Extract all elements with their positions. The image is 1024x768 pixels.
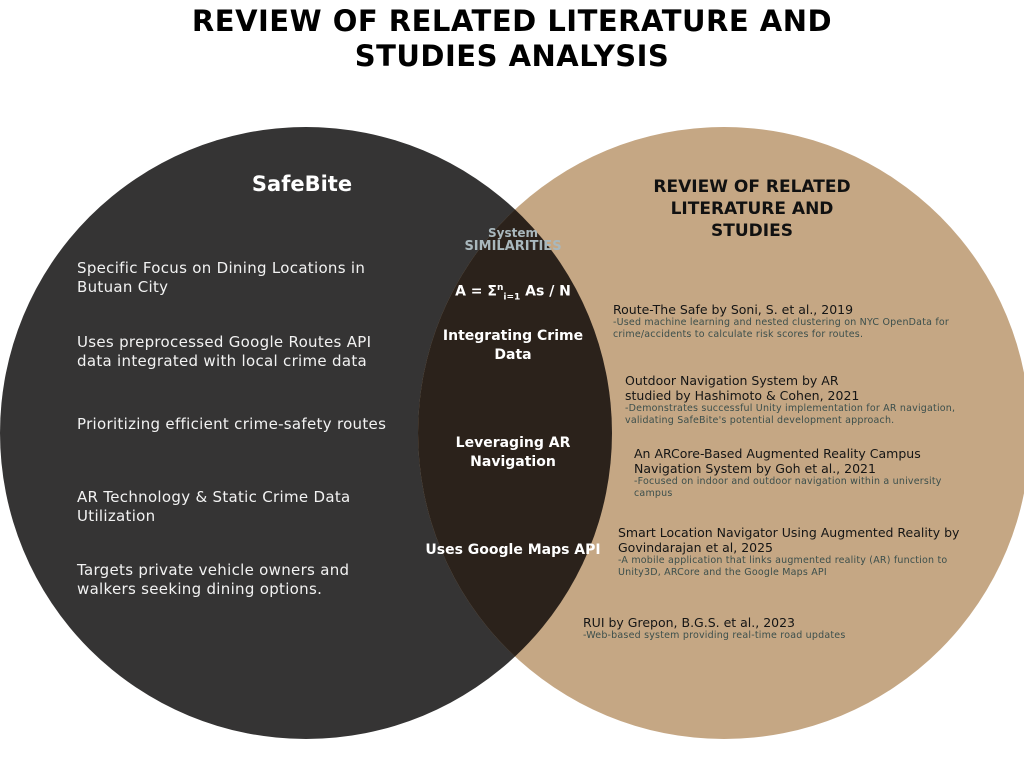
literature-heading: An ARCore-Based Augmented Reality Campus… [634,446,921,476]
safebite-item: Targets private vehicle owners and walke… [77,561,350,598]
diagram-title-line-2: STUDIES ANALYSIS [354,39,670,73]
literature-heading: Smart Location Navigator Using Augmented… [618,525,960,555]
literature-title: REVIEW OF RELATED LITERATURE AND STUDIES [653,177,851,241]
safebite-item: Prioritizing efficient crime-safety rout… [77,415,387,433]
similarity-formula: A = Σni=1 As / N [420,283,606,302]
safebite-item: AR Technology & Static Crime Data Utiliz… [77,488,351,525]
literature-item: Outdoor Navigation System by AR studied … [625,373,875,403]
similarities-overlap [418,127,612,739]
similarity-item: Uses Google Maps API [425,542,601,558]
diagram-title: REVIEW OF RELATED LITERATURE AND STUDIES… [0,4,1024,74]
literature-description: -Web-based system providing real-time ro… [583,630,846,641]
safebite-item: Uses preprocessed Google Routes API data… [77,333,372,370]
literature-description: -Demonstrates successful Unity implement… [625,403,956,426]
literature-item: An ARCore-Based Augmented Reality Campus… [634,446,964,500]
literature-heading: RUI by Grepon, B.G.S. et al., 2023 [583,615,796,630]
literature-description: -Focused on indoor and outdoor navigatio… [634,476,942,499]
similarity-item: Leveraging AR Navigation [455,435,571,470]
similarities-label-top: System [488,226,538,240]
similarity-item: Integrating Crime Data [442,328,584,363]
literature-item-description-block: -Demonstrates successful Unity implement… [625,403,1005,427]
formula-rhs: As / N [520,283,571,300]
literature-heading: Route-The Safe by Soni, S. et al., 2019 [613,302,854,317]
formula-sup: n [496,283,504,293]
literature-description: -A mobile application that links augment… [618,555,948,578]
literature-description: -Used machine learning and nested cluste… [613,317,950,340]
literature-heading: Outdoor Navigation System by AR studied … [625,373,860,403]
similarities-label: System SIMILARITIES [458,226,568,254]
diagram-title-line-1: REVIEW OF RELATED LITERATURE AND [191,4,833,38]
safebite-item: Specific Focus on Dining Locations in Bu… [77,259,366,296]
formula-lhs: A = Σ [455,283,497,300]
similarities-label-bottom: SIMILARITIES [464,239,562,254]
formula-sub: i=1 [503,292,521,303]
safebite-title: SafeBite [251,172,353,196]
literature-item: Route-The Safe by Soni, S. et al., 2019 … [613,302,983,341]
literature-item: Smart Location Navigator Using Augmented… [618,525,983,579]
literature-item: RUI by Grepon, B.G.S. et al., 2023 -Web-… [583,615,913,642]
